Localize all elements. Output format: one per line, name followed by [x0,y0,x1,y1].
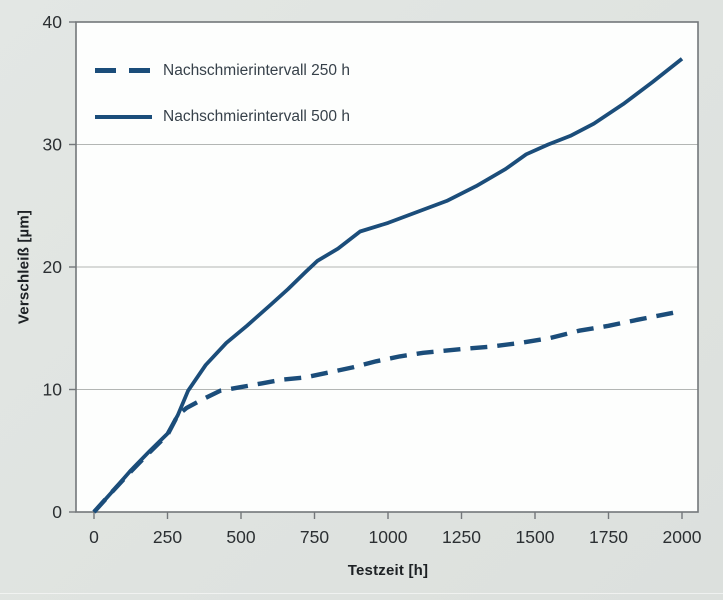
x-tick-label: 0 [89,527,99,547]
y-tick-label: 0 [52,502,62,522]
y-tick-label: 10 [43,380,63,400]
y-tick-label: 30 [43,135,63,155]
y-tick-label: 20 [43,257,63,277]
legend-label-500h: Nachschmierintervall 500 h [163,107,350,125]
dashed-line-swatch [95,68,152,73]
x-tick-label: 250 [153,527,182,547]
legend-item-250h: Nachschmierintervall 250 h [95,58,350,83]
legend: Nachschmierintervall 250 h Nachschmierin… [95,58,350,150]
x-tick-label: 1250 [442,527,481,547]
x-tick-label: 500 [226,527,255,547]
y-axis-title: Verschleiß [µm] [15,209,33,325]
legend-label-250h: Nachschmierintervall 250 h [163,61,350,79]
x-tick-label: 750 [300,527,329,547]
x-tick-label: 1500 [516,527,555,547]
series-line-500h [92,57,684,514]
legend-item-500h: Nachschmierintervall 500 h [95,104,350,129]
y-tick-label: 40 [43,12,63,32]
x-tick-label: 1750 [589,527,628,547]
x-tick-label: 2000 [663,527,702,547]
solid-line-swatch [95,114,152,119]
x-axis-title: Testzeit [h] [347,562,429,579]
x-tick-label: 1000 [369,527,408,547]
